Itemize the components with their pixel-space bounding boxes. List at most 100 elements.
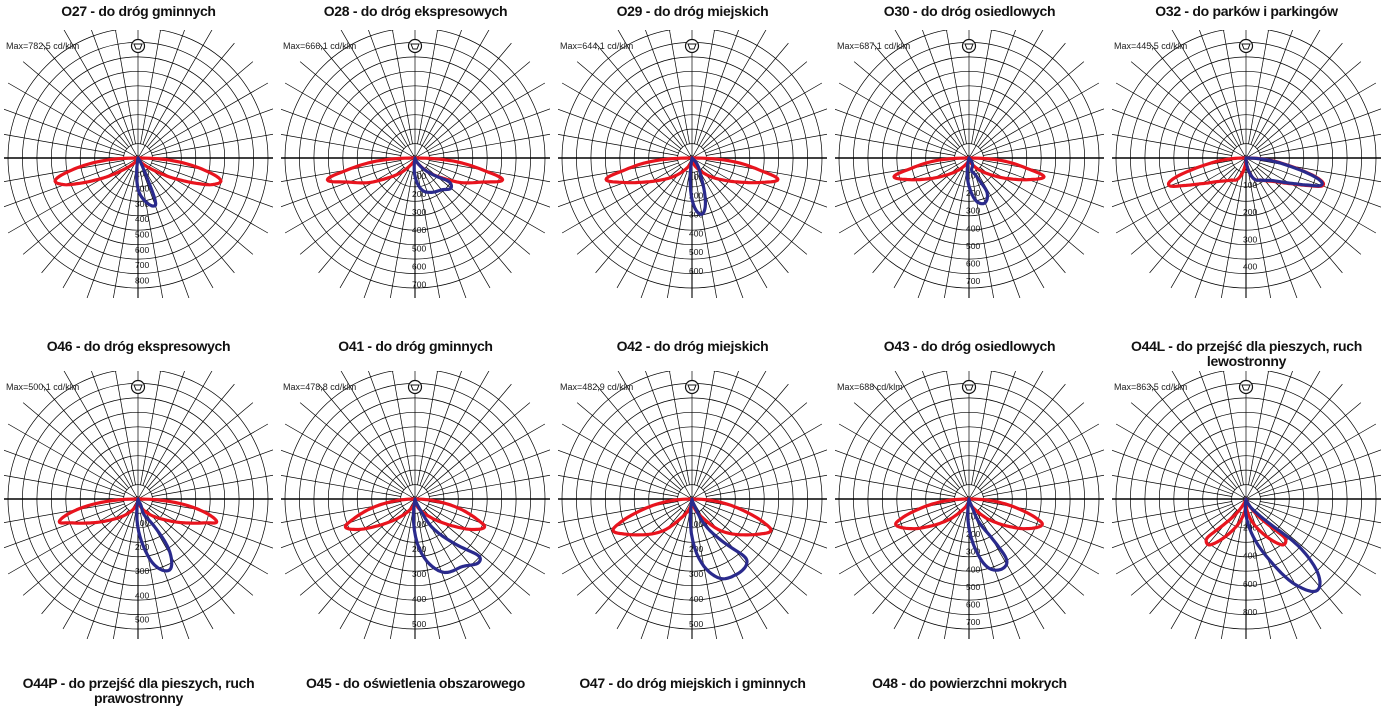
grid-spoke: [414, 498, 546, 575]
grid-spoke: [1260, 474, 1381, 497]
grid-spoke: [4, 501, 124, 523]
tick-label: 400: [412, 225, 426, 235]
grid-spoke: [973, 171, 1021, 298]
grid-spoke: [4, 160, 124, 182]
grid-spoke: [1248, 172, 1271, 298]
tick-label: 100: [966, 171, 980, 181]
grid-spoke: [1171, 371, 1247, 500]
grid-spoke: [702, 167, 808, 255]
grid-spoke: [419, 30, 462, 145]
grid-spoke: [425, 61, 531, 149]
grid-spoke: [1112, 108, 1233, 154]
grid-spoke: [4, 162, 125, 208]
grid-spoke: [1170, 498, 1247, 630]
grid-spoke: [1223, 371, 1244, 485]
luminaire-icon: [684, 38, 700, 54]
grid-spoke: [1115, 157, 1247, 234]
grid-spoke: [701, 42, 789, 148]
grid-spoke: [414, 157, 491, 289]
tick-label: 500: [966, 241, 980, 251]
tick-label: 700: [412, 279, 426, 289]
max-label: Max=863,5 cd/klm: [1114, 382, 1187, 392]
grid-spoke: [691, 371, 767, 500]
curve-c90: [688, 497, 749, 581]
luminaire-icon: [130, 379, 146, 395]
grid-spoke: [318, 42, 406, 148]
grid-spoke: [1259, 108, 1381, 154]
grid-spoke: [113, 172, 136, 298]
grid-spoke: [1250, 171, 1298, 298]
chart-title: O29 - do dróg miejskich: [616, 3, 769, 19]
grid-spoke: [982, 503, 1104, 549]
grid-spoke: [835, 449, 956, 495]
grid-spoke: [982, 162, 1104, 208]
grid-spoke: [281, 475, 401, 497]
grid-spoke: [299, 61, 405, 149]
max-label: Max=500,1 cd/klm: [6, 382, 79, 392]
grid-spoke: [318, 509, 406, 615]
tick-label: 300: [966, 206, 980, 216]
grid-spoke: [363, 171, 411, 298]
grid-spoke: [983, 160, 1104, 183]
grid-spoke: [576, 402, 682, 490]
tick-label: 100: [689, 519, 703, 529]
chart-title: O30 - do dróg osiedlowych: [883, 3, 1056, 19]
grid-spoke: [91, 371, 134, 486]
luminaire-icon: [407, 38, 423, 54]
grid-spoke: [281, 134, 401, 156]
tick-label: 500: [135, 230, 149, 240]
chart-title: O42 - do dróg miejskich: [616, 338, 769, 354]
tick-label: 600: [689, 266, 703, 276]
grid-spoke: [971, 371, 992, 485]
grid-spoke: [115, 371, 136, 485]
grid-spoke: [340, 30, 416, 159]
tick-label: 600: [966, 258, 980, 268]
max-label: Max=666,1 cd/klm: [283, 41, 356, 51]
grid-spoke: [982, 449, 1104, 495]
polar-chart: O29 - do dróg miejskich Max=644,1 cd/klm 0…: [554, 0, 831, 335]
grid-spoke: [558, 449, 679, 495]
grid-spoke: [838, 157, 970, 234]
tick-label: 300: [689, 210, 703, 220]
grid-spoke: [424, 509, 512, 615]
grid-spoke: [1199, 30, 1242, 145]
grid-spoke: [1256, 508, 1362, 596]
grid-spoke: [62, 498, 139, 630]
tick-label: 300: [412, 207, 426, 217]
grid-spoke: [1112, 134, 1232, 156]
grid-spoke: [894, 30, 970, 159]
grid-spoke: [946, 371, 967, 485]
grid-spoke: [368, 30, 411, 145]
grid-spoke: [1245, 82, 1377, 159]
tick-label: 200: [412, 189, 426, 199]
grid-spoke: [1245, 371, 1321, 500]
grid-spoke: [1256, 402, 1362, 490]
grid-spoke: [281, 162, 402, 208]
grid-spoke: [595, 42, 683, 148]
grid-spoke: [694, 172, 717, 298]
grid-spoke: [968, 423, 1100, 500]
grid-spoke: [428, 449, 550, 495]
tick-label: 100: [966, 512, 980, 522]
grid-spoke: [414, 371, 490, 500]
curve-c90: [135, 497, 174, 573]
curve-c90: [966, 497, 1009, 572]
grid-spoke: [1250, 30, 1293, 145]
grid-spoke: [41, 168, 129, 274]
luminaire-icon: [407, 379, 423, 395]
grid-spoke: [429, 133, 550, 156]
grid-spoke: [428, 108, 550, 154]
grid-spoke: [339, 498, 416, 630]
grid-spoke: [558, 475, 678, 497]
grid-spoke: [1115, 498, 1247, 575]
grid-spoke: [558, 134, 678, 156]
grid-spoke: [1194, 512, 1242, 639]
grid-spoke: [1248, 371, 1269, 485]
max-label: Max=782,5 cd/klm: [6, 41, 79, 51]
grid-spoke: [982, 108, 1104, 154]
grid-spoke: [428, 503, 550, 549]
grid-spoke: [419, 512, 467, 639]
